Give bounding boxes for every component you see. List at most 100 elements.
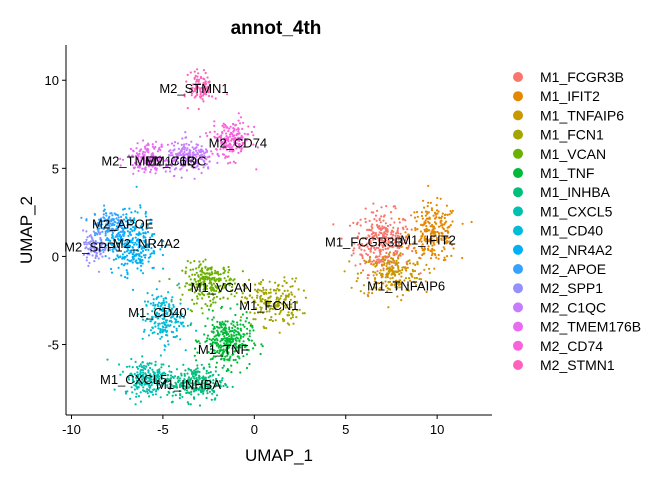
data-point [189,268,192,271]
data-point [247,278,251,281]
data-point [385,284,388,287]
data-point [402,266,405,269]
data-point [195,143,198,146]
data-point [422,223,425,226]
data-point [156,150,159,153]
legend-key [513,91,523,102]
data-point [142,371,145,374]
data-point [248,294,252,297]
data-point [245,317,248,320]
data-point [172,335,175,339]
data-point [233,329,236,332]
data-point [412,262,415,265]
data-point [404,239,407,242]
data-point [197,376,200,379]
data-point [97,257,100,260]
data-point [234,313,237,317]
data-point [137,253,140,256]
data-point [171,296,174,299]
data-point [104,255,107,258]
data-point [165,333,168,337]
data-point [116,226,119,230]
data-point [424,230,428,233]
data-point [403,241,406,244]
data-point [355,280,358,283]
data-point [135,366,139,369]
data-point [149,329,152,332]
data-point [274,308,277,311]
data-point [139,244,142,247]
data-point [359,224,362,227]
data-point [178,324,181,328]
data-point [147,388,151,392]
data-point [436,212,439,215]
data-point [386,290,389,293]
data-point [367,228,370,231]
data-point [216,320,219,323]
data-point [136,387,139,390]
data-point [372,238,375,241]
data-point [430,207,433,210]
data-point [226,332,229,335]
data-point [202,367,205,370]
data-point [420,283,423,286]
data-point [213,338,216,341]
data-point [166,379,169,382]
data-point [222,122,225,125]
data-point [144,215,148,218]
data-point [148,385,151,388]
data-point [372,274,375,277]
data-point [370,225,373,228]
data-point [225,126,228,129]
data-point [276,287,279,290]
data-point [385,251,388,254]
data-point [211,351,214,354]
data-point [179,338,182,341]
data-point [142,330,146,333]
data-point [160,335,163,338]
data-point [371,260,374,263]
data-point [382,282,385,285]
data-point [135,147,138,150]
data-point [363,259,366,262]
data-point [246,327,249,330]
data-point [213,341,216,344]
data-point [372,270,375,273]
data-point [411,250,414,253]
data-point [251,296,254,299]
data-point [133,388,136,391]
data-point [226,354,229,357]
data-point [126,246,129,249]
data-point [170,310,173,313]
data-point [175,335,178,338]
legend-key [513,129,523,140]
data-point [372,263,375,266]
data-point [436,241,439,244]
data-point [156,303,159,306]
data-point [396,295,399,298]
data-point [185,142,188,145]
data-point [213,130,216,133]
data-point [219,273,222,276]
data-point [301,312,304,315]
cluster-label-m1-fcgr3b: M1_FCGR3B [325,234,403,249]
data-point [93,212,96,216]
data-point [243,288,246,291]
data-point [389,267,392,270]
data-point [192,375,195,378]
data-point [204,132,208,135]
data-point [179,168,182,171]
data-point [142,386,145,389]
data-point [377,288,380,291]
data-point [124,216,128,219]
data-point [398,286,402,289]
data-point [237,119,240,122]
data-point [273,289,276,292]
data-point [211,357,214,360]
data-point [369,248,372,251]
data-point [276,284,280,287]
data-point [392,238,395,241]
data-point [379,253,382,256]
data-point [209,371,212,374]
data-point [126,277,129,280]
